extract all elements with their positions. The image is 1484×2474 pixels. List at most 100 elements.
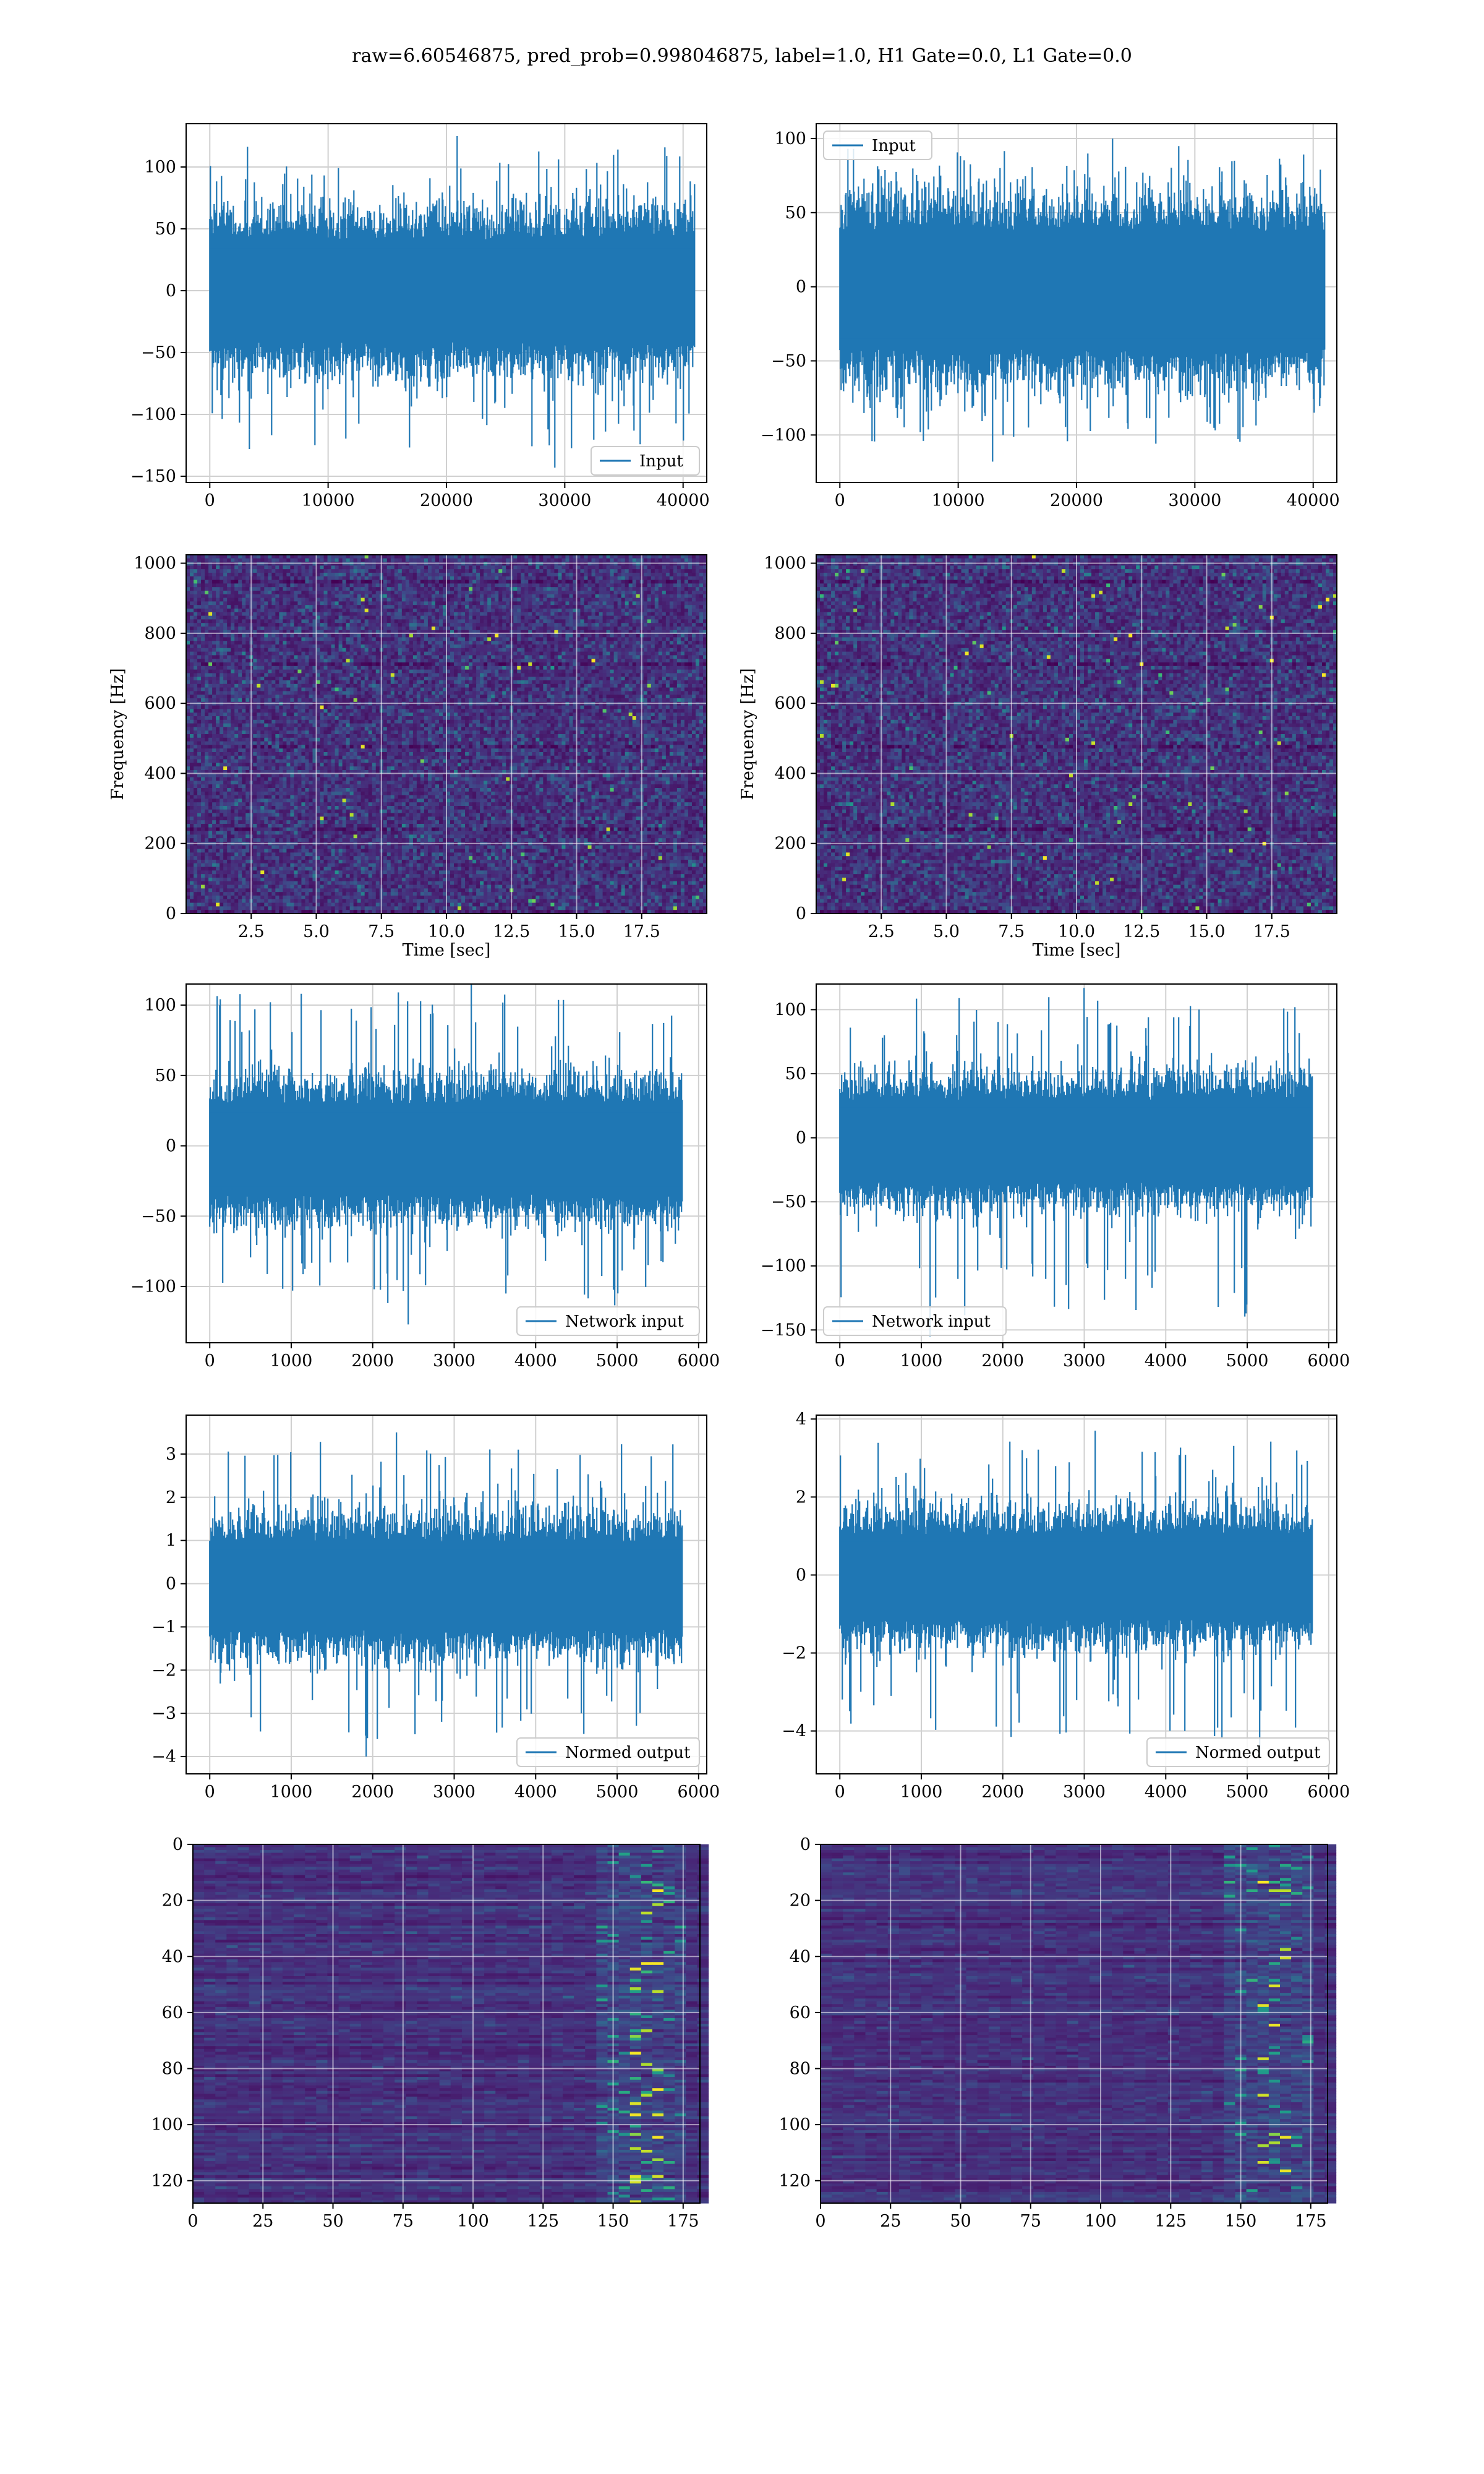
heatmap-cell [592,576,596,580]
heatmap-cell [361,565,365,569]
heatmap-cell [201,569,205,573]
heatmap-cell [670,573,674,576]
heatmap-cell [409,576,414,580]
heatmap-cell [543,576,547,580]
heatmap-cell [309,562,313,566]
heatmap-cell [365,573,369,576]
heatmap-cell [328,573,332,576]
heatmap-cell [655,573,659,576]
heatmap-cell [297,573,302,576]
heatmap-cell [662,573,667,576]
heatmap-cell [279,565,283,569]
heatmap-cell [659,573,663,576]
heatmap-cell [331,559,336,562]
heatmap-cell [346,576,351,580]
heatmap-cell [398,580,403,584]
heatmap-cell [684,569,689,573]
heatmap-cell [201,573,205,576]
heatmap-cell [238,576,242,580]
heatmap-cell [279,562,283,566]
heatmap-cell [343,562,347,566]
heatmap-cell [212,562,216,566]
heatmap-cell [625,559,629,562]
heatmap-cell [190,573,194,576]
heatmap-cell [666,559,670,562]
heatmap-cell [450,580,454,584]
heatmap-cell [517,562,521,566]
heatmap-cell [212,573,216,576]
heatmap-cell [257,565,261,569]
heatmap-cell [673,569,678,573]
heatmap-cell [264,573,268,576]
heatmap-cell [607,559,611,562]
y-tick-label: −100 [130,405,176,424]
heatmap-cell [592,569,596,573]
heatmap-cell [391,565,395,569]
heatmap-cell [524,559,529,562]
heatmap-cell [238,559,242,562]
heatmap-cell [354,565,358,569]
heatmap-cell [205,580,209,584]
heatmap-cell [343,573,347,576]
heatmap-cell [561,565,566,569]
heatmap-cell [543,559,547,562]
heatmap-cell [238,573,242,576]
heatmap-cell [268,565,272,569]
heatmap-cell [294,569,298,573]
heatmap-cell [532,569,536,573]
heatmap-cell [595,562,600,566]
heatmap-cell [506,576,510,580]
heatmap-cell [465,580,469,584]
heatmap-cell [424,576,429,580]
heatmap-cell [458,569,462,573]
heatmap-cell [369,573,373,576]
heatmap-cell [644,569,648,573]
heatmap-cell [328,580,332,584]
heatmap-cell [472,559,477,562]
heatmap-cell [696,559,700,562]
heatmap-cell [253,569,257,573]
heatmap-cell [220,573,224,576]
heatmap-cell [581,573,585,576]
heatmap-cell [197,569,202,573]
heatmap-cell [618,562,622,566]
heatmap-cell [454,565,458,569]
heatmap-cell [275,565,279,569]
axes-p21: 2.5 5.0 7.5 10.0 12.5 15.0 17.5020040060080010… [108,554,707,960]
heatmap-cell [699,573,704,576]
heatmap-cell [692,565,696,569]
heatmap-cell [361,573,365,576]
heatmap-cell [268,576,272,580]
heatmap-cell [633,562,637,566]
heatmap-cell [413,573,417,576]
heatmap-cell [208,562,213,566]
heatmap-cell [208,580,213,584]
heatmap-cell [432,569,436,573]
y-tick-label: −50 [141,343,176,362]
heatmap-cell [647,562,652,566]
heatmap-cell [651,573,655,576]
heatmap-cell [406,559,410,562]
heatmap-cell [420,562,425,566]
heatmap-cell [476,573,480,576]
y-tick-label: 50 [785,203,806,223]
heatmap-cell [517,569,521,573]
heatmap-cell [498,562,503,566]
heatmap-cell [692,569,696,573]
heatmap-cell [391,562,395,566]
heatmap-cell [309,569,313,573]
heatmap-cell [513,573,518,576]
heatmap-cell [331,580,336,584]
heatmap-cell [684,562,689,566]
heatmap-cell [435,565,440,569]
heatmap-cell [335,565,339,569]
heatmap-cell [647,569,652,573]
heatmap-cell [245,559,250,562]
heatmap-cell [409,580,414,584]
heatmap-cell [498,576,503,580]
heatmap-cell [320,565,325,569]
heatmap-cell [394,562,399,566]
heatmap-cell [231,565,235,569]
heatmap-cell [487,562,492,566]
heatmap-cell [271,576,276,580]
